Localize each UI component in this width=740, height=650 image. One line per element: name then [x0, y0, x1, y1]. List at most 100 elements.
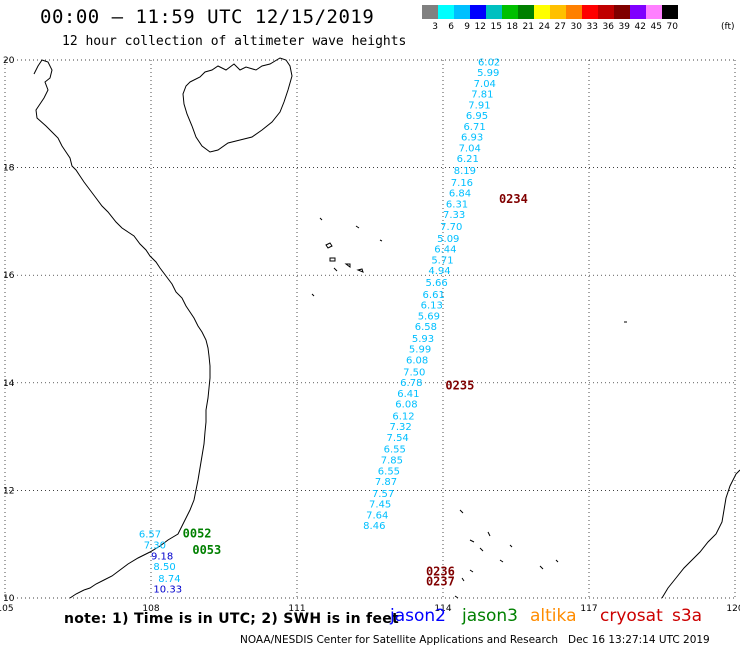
- legend-cryosat: cryosat: [600, 606, 663, 626]
- wave-height-label: 5.69: [418, 311, 440, 322]
- vietnam-south-coastline: [69, 589, 85, 599]
- wave-height-label: 6.95: [466, 111, 488, 122]
- map-title: 00:00 – 11:59 UTC 12/15/2019: [40, 6, 375, 28]
- wave-height-label: 7.81: [471, 90, 493, 101]
- wave-height-label: 10.33: [153, 585, 182, 596]
- footer-credit: NOAA/NESDIS Center for Satellite Applica…: [240, 634, 710, 646]
- wave-height-label: 5.66: [425, 278, 447, 289]
- wave-height-label: 6.84: [449, 189, 471, 200]
- scale-label: 42: [634, 22, 646, 32]
- palawan-coastline: [661, 469, 740, 599]
- longitude-tick: 120: [726, 604, 740, 614]
- wave-height-label: 7.57: [372, 489, 394, 500]
- scale-swatch: [470, 5, 486, 19]
- scale-label: 27: [554, 22, 566, 32]
- pass-number-label: 0052: [183, 527, 212, 541]
- scale-swatch: [598, 5, 614, 19]
- scale-unit: (ft): [721, 22, 735, 32]
- map-subtitle: 12 hour collection of altimeter wave hei…: [62, 34, 407, 49]
- wave-height-label: 5.09: [437, 234, 459, 245]
- wave-height-scale-labels: 3 6 9 12 15 18 21 24 27 30 33 36 39 42 45 70: [422, 22, 678, 32]
- pass-number-label: 0237: [426, 575, 455, 589]
- wave-height-label: 5.99: [477, 68, 499, 79]
- scale-label: 39: [618, 22, 630, 32]
- wave-height-label: 6.44: [434, 245, 456, 256]
- scale-swatch: [518, 5, 534, 19]
- scale-label: 18: [506, 22, 518, 32]
- wave-height-label: 5.93: [412, 334, 434, 345]
- wave-height-label: 6.08: [395, 400, 417, 411]
- legend-s3a: s3a: [672, 606, 703, 626]
- wave-height-label: 7.54: [387, 433, 409, 444]
- wave-height-label: 7.85: [381, 456, 403, 467]
- wave-height-label: 7.30: [144, 541, 166, 552]
- generation-timestamp: Dec 16 13:27:14 UTC 2019: [568, 634, 710, 646]
- scale-swatch: [566, 5, 582, 19]
- spratly-reefs: [454, 321, 627, 599]
- pass-number-label: 0236: [426, 564, 455, 578]
- scale-swatch: [438, 5, 454, 19]
- scale-label: 12: [474, 22, 486, 32]
- legend-jason3: jason3: [462, 606, 518, 626]
- wave-height-label: 8.74: [158, 574, 180, 585]
- axis-tick-labels: 105 108 111 114 117 120 20 18 16 14 12 10: [0, 56, 740, 614]
- wave-height-label: 6.61: [423, 290, 445, 301]
- wave-height-label: 6.13: [421, 301, 443, 312]
- pass-number-label: 0053: [192, 543, 221, 557]
- china-coastline: [33, 59, 43, 75]
- scale-swatch: [646, 5, 662, 19]
- lat-lon-grid: [4, 59, 736, 599]
- wave-height-label: 8.46: [363, 521, 385, 532]
- latitude-tick: 20: [3, 56, 15, 66]
- wave-height-label: 7.91: [468, 100, 490, 111]
- wave-height-label: 7.64: [366, 510, 388, 521]
- scale-label: 15: [490, 22, 502, 32]
- coastline: [33, 57, 740, 599]
- latitude-tick: 10: [3, 594, 15, 604]
- latitude-tick: 18: [3, 164, 15, 174]
- scale-label: 24: [538, 22, 550, 32]
- wave-height-label: 7.33: [443, 210, 465, 221]
- scale-label: 36: [602, 22, 614, 32]
- wave-height-label: 6.58: [415, 322, 437, 333]
- wave-height-label: 9.18: [151, 551, 173, 562]
- longitude-tick: 108: [142, 604, 159, 614]
- wave-height-label: 6.55: [384, 445, 406, 456]
- wave-height-label: 5.71: [431, 255, 453, 266]
- wave-height-label: 6.93: [461, 133, 483, 144]
- wave-height-label: 6.02: [478, 57, 500, 68]
- latitude-tick: 12: [3, 486, 14, 496]
- scale-swatch: [630, 5, 646, 19]
- legend-jason2: jason2: [390, 606, 446, 626]
- wave-height-label: 4.94: [428, 266, 450, 277]
- sentinel-track-labels: 6.025.997.047.817.916.956.716.937.046.21…: [363, 57, 500, 532]
- scale-swatch: [662, 5, 678, 19]
- scale-swatch: [454, 5, 470, 19]
- longitude-tick: 117: [580, 604, 597, 614]
- scale-swatch: [534, 5, 550, 19]
- wave-height-label: 5.99: [409, 345, 431, 356]
- wave-height-label: 6.12: [392, 411, 414, 422]
- wave-height-label: 6.55: [378, 466, 400, 477]
- scale-label: 6: [448, 22, 454, 32]
- wave-height-label: 7.16: [451, 178, 473, 189]
- vietnam-coastline: [35, 59, 211, 591]
- wave-height-label: 6.41: [397, 389, 419, 400]
- scale-label: 30: [570, 22, 582, 32]
- units-note: note: 1) Time is in UTC; 2) SWH is in fe…: [64, 611, 400, 627]
- scale-swatch: [614, 5, 630, 19]
- legend-altika: altika: [530, 606, 577, 626]
- latitude-tick: 14: [3, 379, 15, 389]
- scale-label: 45: [650, 22, 662, 32]
- wave-height-label: 7.04: [474, 79, 496, 90]
- scale-swatch: [422, 5, 438, 19]
- longitude-tick: 114: [434, 604, 451, 614]
- scale-swatch: [550, 5, 566, 19]
- scale-label: 9: [464, 22, 470, 32]
- wave-height-color-scale: [422, 5, 678, 19]
- wave-height-label: 7.70: [440, 222, 462, 233]
- wave-height-label: 6.71: [463, 122, 485, 133]
- scale-swatch: [486, 5, 502, 19]
- pass-number-label: 0234: [499, 192, 528, 206]
